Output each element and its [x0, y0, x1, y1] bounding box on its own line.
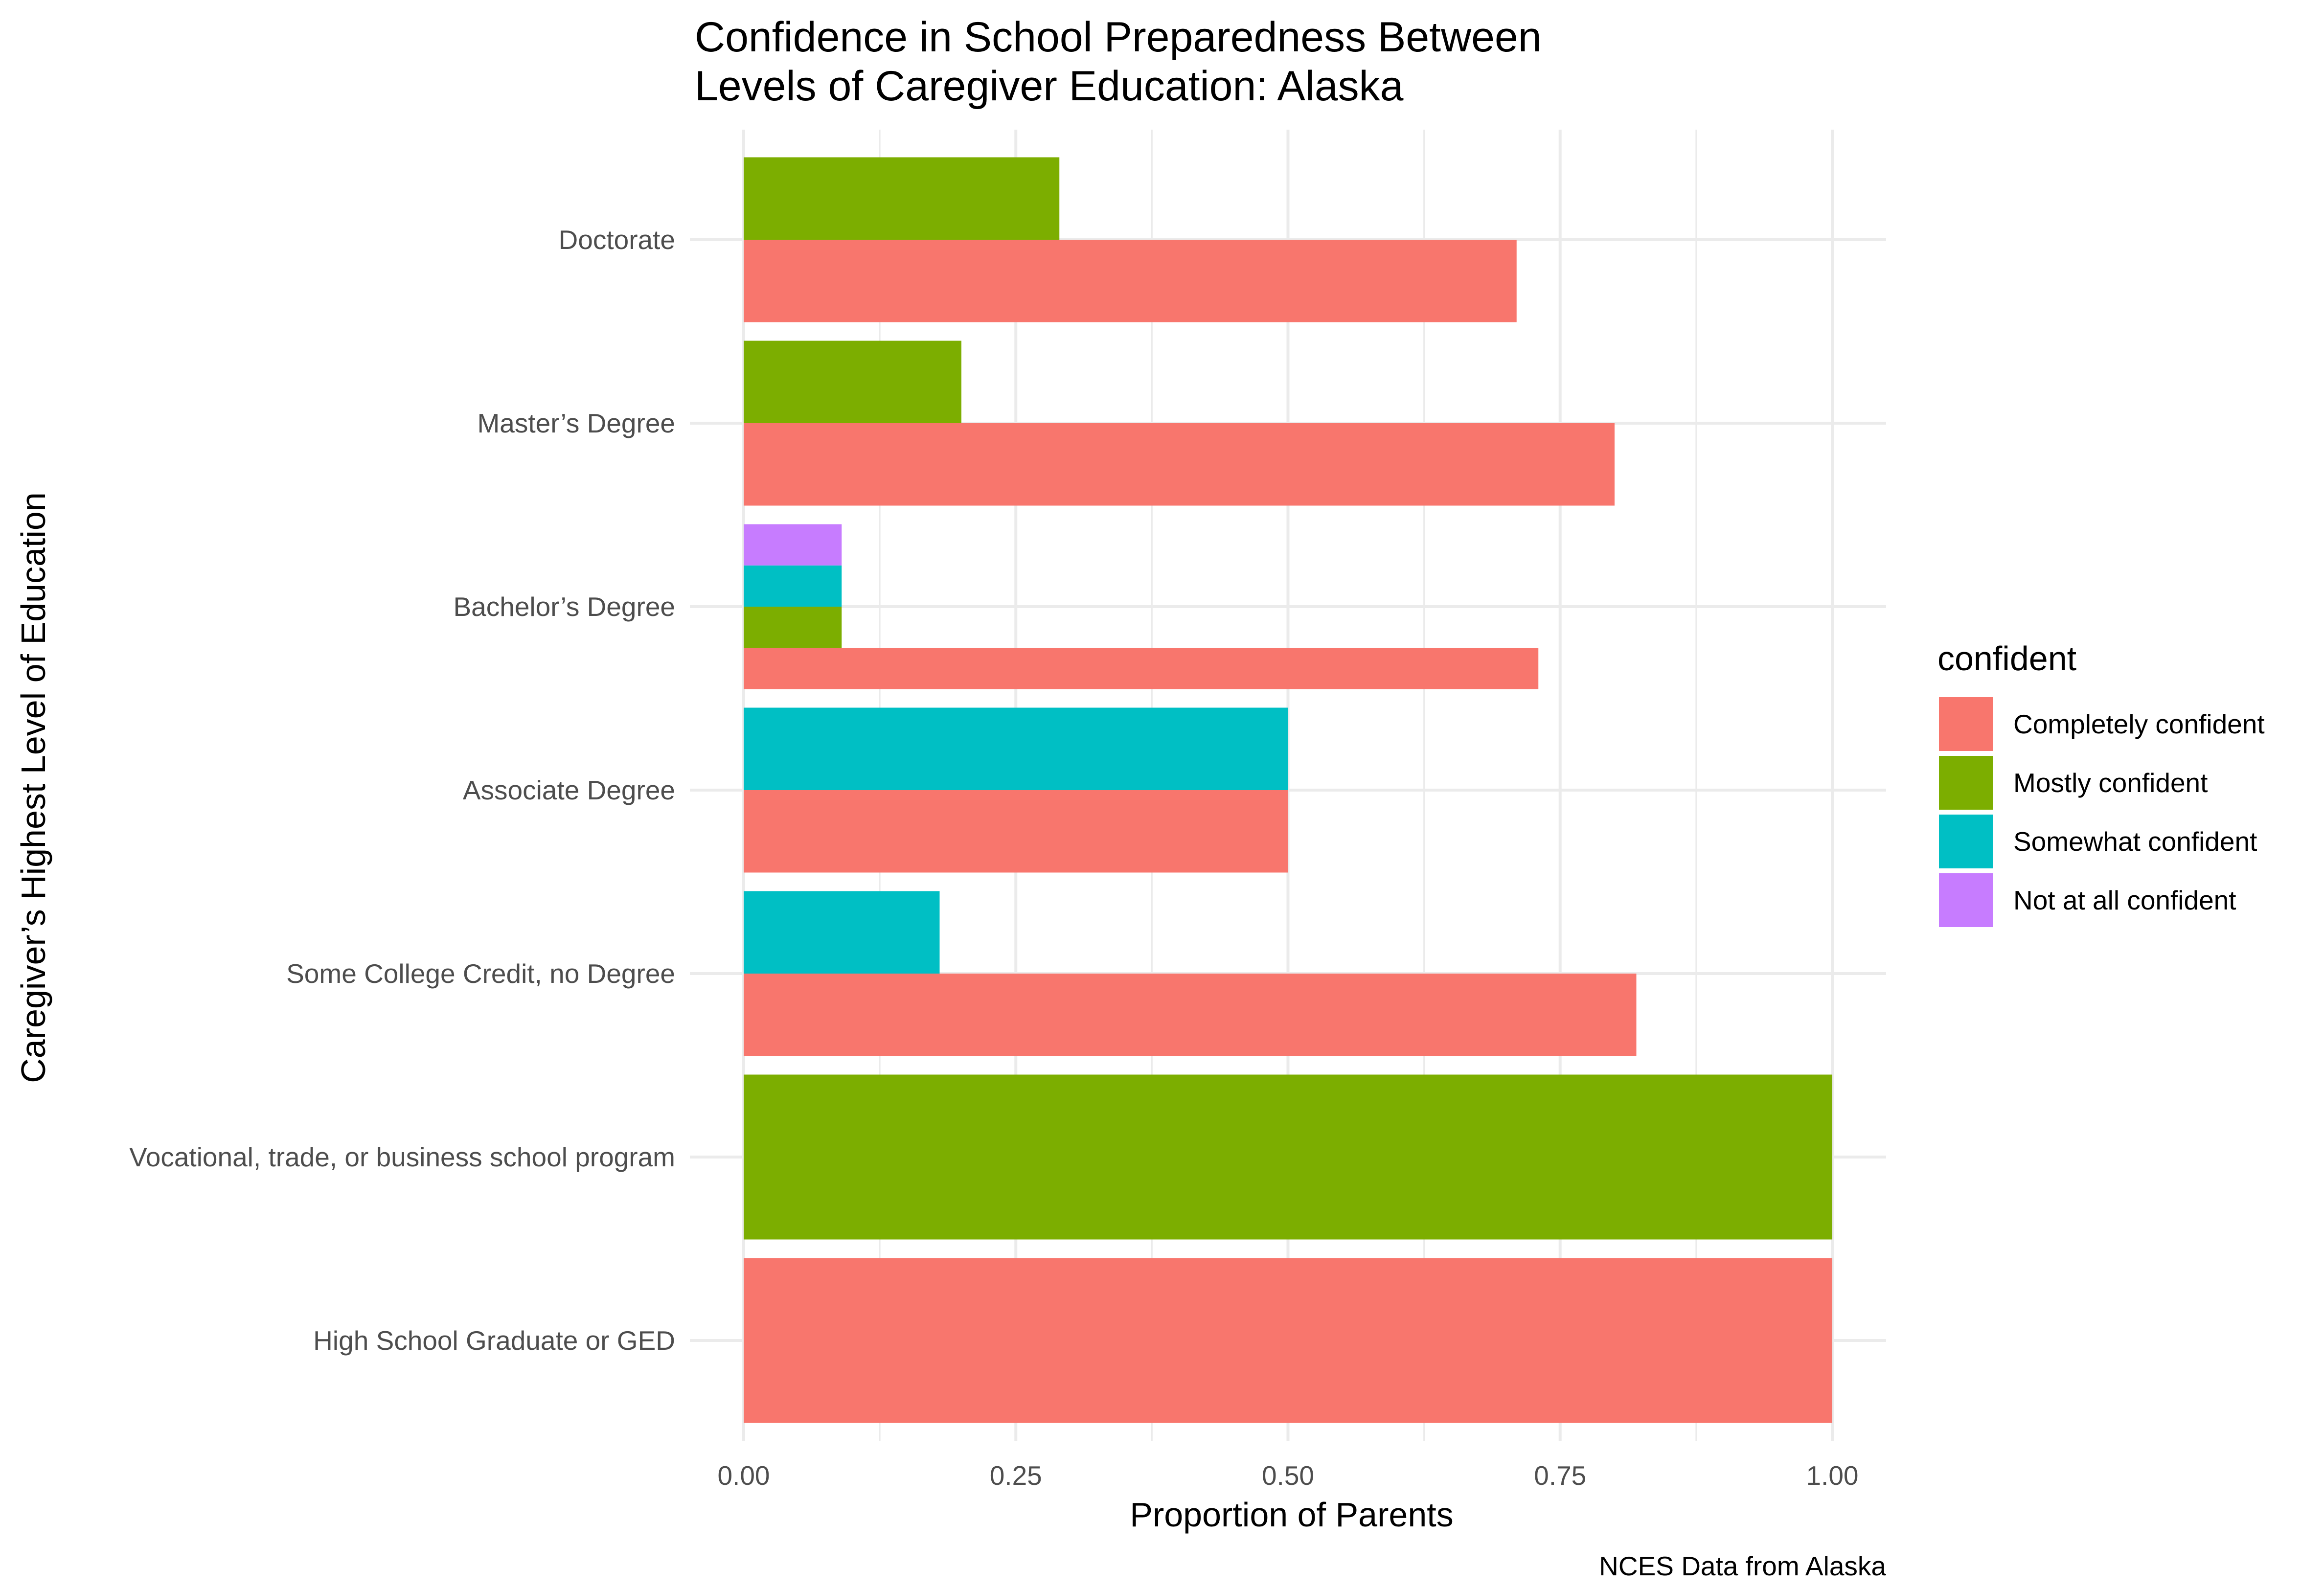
- y-axis-title: Caregiver’s Highest Level of Education: [14, 492, 52, 1083]
- legend-key-not-at-all-confident: [1939, 873, 1993, 927]
- y-tick-labels: Doctorate Master’s Degree Bachelor’s Degre…: [129, 225, 675, 1356]
- caption: NCES Data from Alaska: [1599, 1551, 1886, 1581]
- x-tick-label: 0.75: [1534, 1460, 1586, 1491]
- bar-associate-degree-completely-confident: [744, 790, 1288, 873]
- legend-key-mostly-confident: [1939, 756, 1993, 810]
- bar-bachelor-s-degree-mostly-confident: [744, 607, 842, 648]
- legend-label: Completely confident: [2013, 709, 2265, 739]
- bar-master-s-degree-completely-confident: [744, 423, 1615, 506]
- bar-some-college-credit-no-degree-completely-confident: [744, 974, 1637, 1056]
- bar-master-s-degree-mostly-confident: [744, 341, 961, 423]
- x-tick-label: 0.50: [1262, 1460, 1314, 1491]
- chart-title-line-2: Levels of Caregiver Education: Alaska: [695, 63, 1404, 110]
- bar-doctorate-completely-confident: [744, 240, 1517, 322]
- legend-label: Mostly confident: [2013, 768, 2208, 798]
- bar-bachelor-s-degree-not-at-all-confident: [744, 524, 842, 566]
- y-tick-label: Associate Degree: [463, 775, 675, 805]
- legend-label: Somewhat confident: [2013, 826, 2257, 857]
- y-tick-label: Vocational, trade, or business school pr…: [129, 1142, 675, 1172]
- y-tick-label: Some College Credit, no Degree: [286, 958, 675, 989]
- chart-title-line-1: Confidence in School Preparedness Betwee…: [695, 14, 1542, 61]
- bar-associate-degree-somewhat-confident: [744, 707, 1288, 790]
- legend-key-somewhat-confident: [1939, 815, 1993, 868]
- bar-vocational-trade-or-business-school-program-mostly-confident: [744, 1074, 1832, 1240]
- bar-some-college-credit-no-degree-somewhat-confident: [744, 891, 940, 974]
- legend: confident Completely confident Mostly con…: [1937, 639, 2265, 927]
- bar-bachelor-s-degree-somewhat-confident: [744, 565, 842, 607]
- x-tick-labels: 0.00 0.25 0.50 0.75 1.00: [717, 1460, 1858, 1491]
- y-tick-label: High School Graduate or GED: [313, 1325, 675, 1356]
- y-tick-label: Master’s Degree: [477, 408, 675, 438]
- bar-high-school-graduate-or-ged-completely-confident: [744, 1258, 1832, 1423]
- bar-bachelor-s-degree-completely-confident: [744, 648, 1539, 689]
- y-tick-label: Bachelor’s Degree: [453, 591, 675, 622]
- y-tick-label: Doctorate: [559, 225, 675, 255]
- x-tick-label: 0.00: [717, 1460, 770, 1491]
- bar-doctorate-mostly-confident: [744, 157, 1060, 240]
- x-tick-label: 1.00: [1806, 1460, 1858, 1491]
- x-axis-title: Proportion of Parents: [1130, 1496, 1453, 1534]
- legend-key-completely-confident: [1939, 697, 1993, 751]
- legend-title: confident: [1937, 639, 2076, 678]
- bars: [744, 157, 1832, 1423]
- chart-title: Confidence in School Preparedness Betwee…: [695, 14, 1542, 110]
- x-tick-label: 0.25: [990, 1460, 1042, 1491]
- legend-label: Not at all confident: [2013, 885, 2236, 915]
